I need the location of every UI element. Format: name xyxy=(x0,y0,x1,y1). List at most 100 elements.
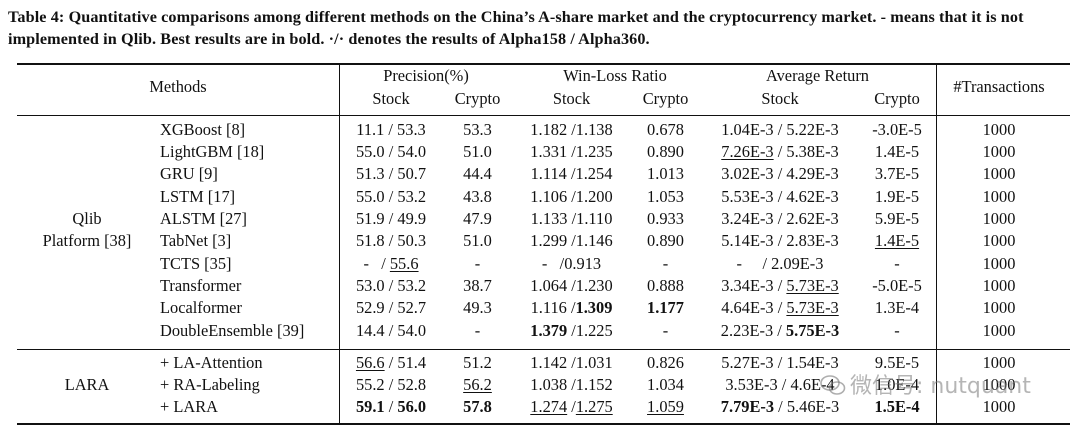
cell-segment: 53.0 / 53.2 xyxy=(355,276,427,295)
cell-transactions: 1000 xyxy=(982,209,1016,228)
cell-precision-stock: 59.1 / 56.0 xyxy=(345,396,437,418)
cell-avgret-stock: 3.24E-3 / 2.62E-3 xyxy=(705,208,855,230)
cell-segment: 38.7 xyxy=(463,276,492,295)
cell-transactions: 1000 xyxy=(982,120,1016,139)
cell-precision-stock: 56.6 / 51.4 xyxy=(345,352,437,374)
cell-winloss-stock: 1.299 /1.146 xyxy=(515,230,628,252)
watermark: 微信号: nutquant xyxy=(820,368,1031,400)
cell-avgret-stock: 5.27E-3 / 1.54E-3 xyxy=(705,352,855,374)
cell-method: XGBoost [8] xyxy=(160,120,246,139)
header-methods: Methods xyxy=(149,77,207,96)
cell-precision-crypto: 47.9 xyxy=(440,208,515,230)
cell-segment: 0.826 xyxy=(647,353,684,372)
cell-winloss-stock: 1.114 /1.254 xyxy=(515,163,628,185)
cell-segment: 51.0 xyxy=(463,142,492,161)
cell-winloss-crypto: 0.826 xyxy=(628,352,703,374)
header-average-return: Average Return xyxy=(765,66,869,85)
cell-avgret-stock: 5.14E-3 / 2.83E-3 xyxy=(705,230,855,252)
cell-avgret-crypto: - xyxy=(858,320,936,342)
header-transactions: #Transactions xyxy=(953,77,1045,96)
cell-segment: 51.0 xyxy=(463,231,492,250)
cell-segment: 1.4E-5 xyxy=(874,231,920,250)
cell-segment: 1.274 xyxy=(530,397,568,416)
cell-precision-crypto: 51.0 xyxy=(440,141,515,163)
cell-precision-stock: - / 55.6 xyxy=(345,253,437,275)
cell-method: ALSTM [27] xyxy=(160,209,247,228)
cell-segment: 4.64E-3 / xyxy=(721,298,787,317)
cell-winloss-crypto: 1.177 xyxy=(628,297,703,319)
cell-winloss-crypto: 0.890 xyxy=(628,141,703,163)
cell-transactions: 1000 xyxy=(982,298,1016,317)
cell-precision-crypto: 43.8 xyxy=(440,186,515,208)
cell-segment: - / 2.09E-3 xyxy=(736,254,824,273)
wechat-icon xyxy=(820,375,846,395)
cell-segment: 51.3 / 50.7 xyxy=(355,164,427,183)
cell-segment: 51.9 / 49.9 xyxy=(355,209,427,228)
cell-avgret-stock: 1.04E-3 / 5.22E-3 xyxy=(705,119,855,141)
cell-segment: 1.5E-4 xyxy=(874,397,920,416)
cell-segment: 1.038 /1.152 xyxy=(530,375,613,394)
cell-avgret-crypto: 1.0E-4 xyxy=(858,374,936,396)
cell-avgret-crypto: -5.0E-5 xyxy=(858,275,936,297)
cell-segment: 44.4 xyxy=(463,164,492,183)
cell-precision-crypto: - xyxy=(440,253,515,275)
cell-segment: 3.02E-3 / 4.29E-3 xyxy=(721,164,839,183)
cell-transactions: 1000 xyxy=(982,375,1016,394)
table-caption: Table 4: Quantitative comparisons among … xyxy=(8,8,1024,48)
cell-transactions: 1000 xyxy=(982,321,1016,340)
cell-method: + RA-Labeling xyxy=(160,375,260,394)
cell-segment: - xyxy=(662,321,669,340)
cell-method: Localformer xyxy=(160,298,242,317)
cell-segment: 47.9 xyxy=(463,209,492,228)
cell-segment: 0.933 xyxy=(647,209,684,228)
cell-winloss-crypto: 0.888 xyxy=(628,275,703,297)
cell-segment: 1.114 /1.254 xyxy=(530,164,613,183)
cell-segment: 57.8 xyxy=(463,397,492,416)
bottom-rule xyxy=(17,423,1070,425)
cell-segment: 1.9E-5 xyxy=(874,187,920,206)
cell-transactions: 1000 xyxy=(982,254,1016,273)
group-label-platform: Platform [38] xyxy=(42,231,132,250)
header-rule xyxy=(17,115,1070,116)
cell-segment: 5.27E-3 / 1.54E-3 xyxy=(721,353,839,372)
cell-winloss-stock: 1.106 /1.200 xyxy=(515,186,628,208)
cell-segment: - xyxy=(662,254,669,273)
cell-segment: 7.26E-3 xyxy=(721,142,774,161)
cell-segment: /1.225 xyxy=(567,321,613,340)
cell-segment: 3.34E-3 / xyxy=(721,276,787,295)
column-divider-methods xyxy=(339,63,340,423)
cell-method: + LA-Attention xyxy=(160,353,263,372)
cell-segment: 56.6 xyxy=(355,353,385,372)
cell-winloss-crypto: 1.059 xyxy=(628,396,703,418)
cell-avgret-crypto: - xyxy=(858,253,936,275)
cell-segment: 0.678 xyxy=(647,120,684,139)
cell-segment: 1.142 /1.031 xyxy=(530,353,613,372)
cell-avgret-stock: 3.02E-3 / 4.29E-3 xyxy=(705,163,855,185)
cell-segment: 1.133 /1.110 xyxy=(530,209,613,228)
cell-segment: - xyxy=(474,254,481,273)
cell-segment: 51.8 / 50.3 xyxy=(355,231,427,250)
cell-precision-stock: 11.1 / 53.3 xyxy=(345,119,437,141)
cell-segment: 11.1 / 53.3 xyxy=(356,120,426,139)
cell-method: DoubleEnsemble [39] xyxy=(160,321,305,340)
cell-method: GRU [9] xyxy=(160,164,218,183)
cell-segment: 0.890 xyxy=(647,142,684,161)
cell-segment: 5.75E-3 xyxy=(785,321,840,340)
cell-precision-crypto: 56.2 xyxy=(440,374,515,396)
cell-precision-crypto: 49.3 xyxy=(440,297,515,319)
cell-winloss-stock: 1.116 /1.309 xyxy=(515,297,628,319)
cell-segment: 55.2 / 52.8 xyxy=(355,375,427,394)
cell-winloss-stock: 1.182 /1.138 xyxy=(515,119,628,141)
cell-segment: 51.2 xyxy=(463,353,492,372)
cell-precision-crypto: 51.2 xyxy=(440,352,515,374)
cell-segment: 2.23E-3 / xyxy=(720,321,786,340)
cell-transactions: 1000 xyxy=(982,397,1016,416)
cell-segment: 1.064 /1.230 xyxy=(530,276,613,295)
cell-segment: 9.5E-5 xyxy=(874,353,920,372)
cell-winloss-crypto: 0.933 xyxy=(628,208,703,230)
group-label-lara: LARA xyxy=(64,375,110,394)
cell-winloss-stock: 1.331 /1.235 xyxy=(515,141,628,163)
cell-precision-stock: 55.0 / 53.2 xyxy=(345,186,437,208)
cell-segment: / xyxy=(567,397,576,416)
cell-segment: 1.116 / xyxy=(530,298,576,317)
